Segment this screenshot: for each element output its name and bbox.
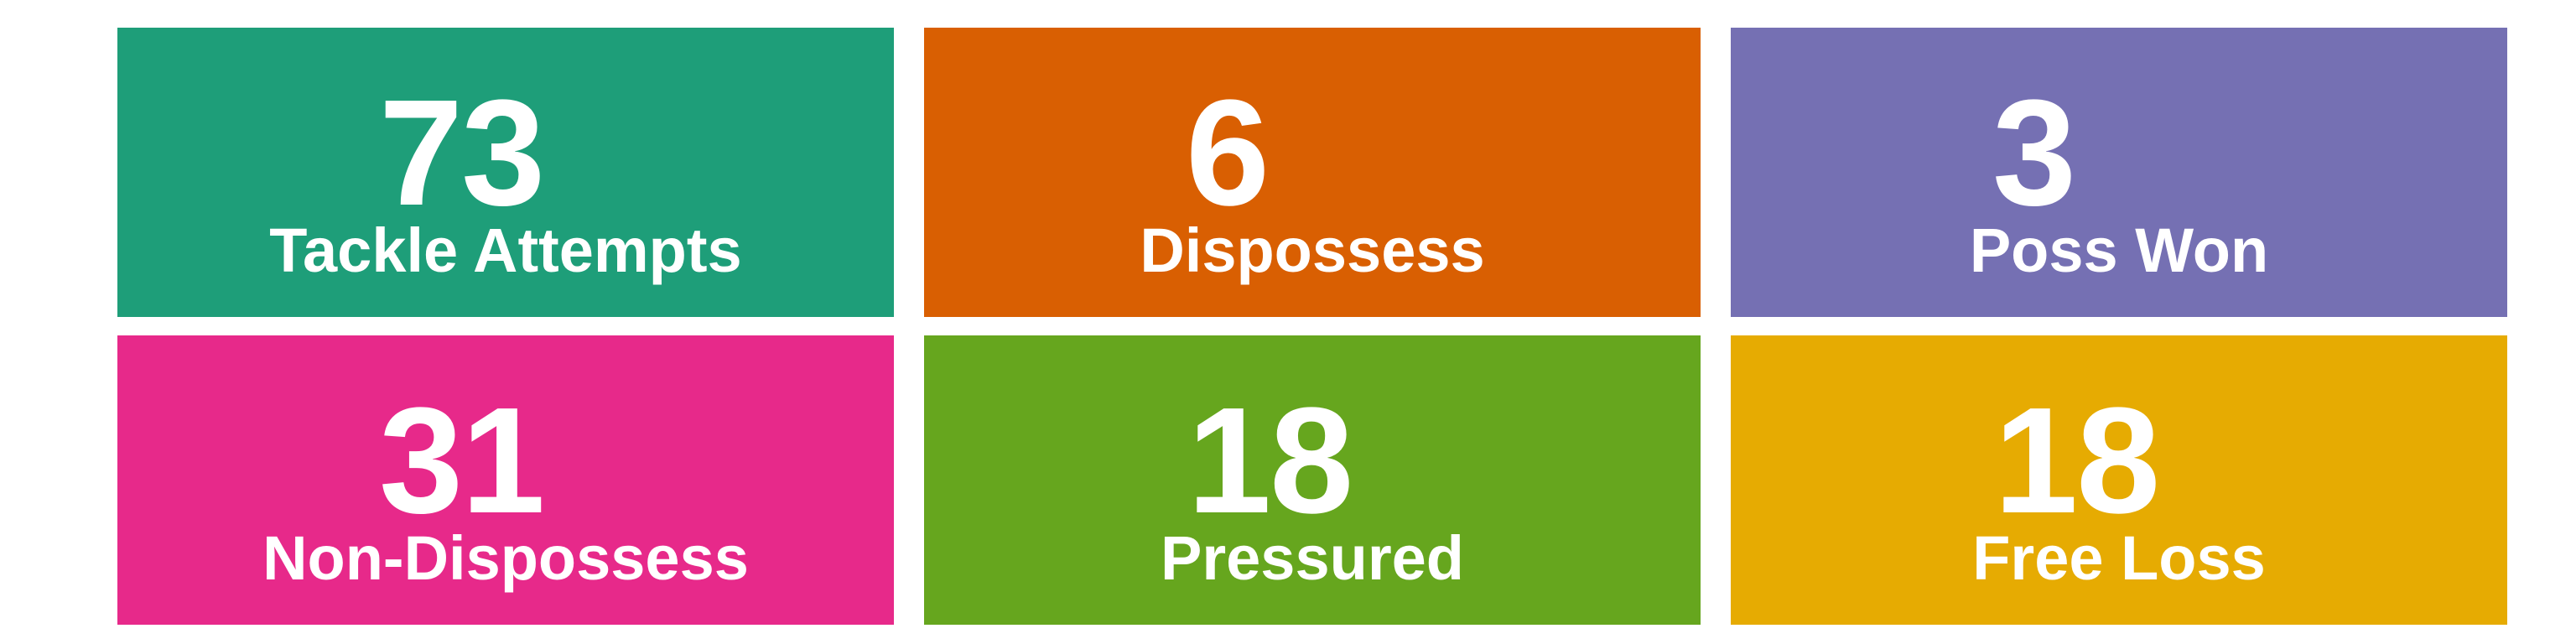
stat-label: Tackle Attempts xyxy=(269,216,742,285)
stat-value: 3 xyxy=(1992,69,2076,237)
stat-value: 73 xyxy=(379,69,545,237)
stat-label: Non-Dispossess xyxy=(262,523,749,593)
stat-label: Free Loss xyxy=(1972,523,2266,593)
stat-value: 31 xyxy=(379,377,545,545)
stat-value: 18 xyxy=(1187,377,1353,545)
stat-label: Pressured xyxy=(1161,523,1464,593)
stat-tile-poss-won: 3 Poss Won xyxy=(1731,28,2507,317)
stat-label: Poss Won xyxy=(1969,216,2269,285)
stat-tile-non-dispossess: 31 Non-Dispossess xyxy=(117,335,894,625)
stat-value: 6 xyxy=(1186,69,1270,237)
stat-tile-free-loss: 18 Free Loss xyxy=(1731,335,2507,625)
stat-value: 18 xyxy=(1994,377,2160,545)
stat-tile-pressured: 18 Pressured xyxy=(924,335,1701,625)
stat-tile-tackle-attempts: 73 Tackle Attempts xyxy=(117,28,894,317)
stat-tile-dispossess: 6 Dispossess xyxy=(924,28,1701,317)
stat-label: Dispossess xyxy=(1140,216,1485,285)
